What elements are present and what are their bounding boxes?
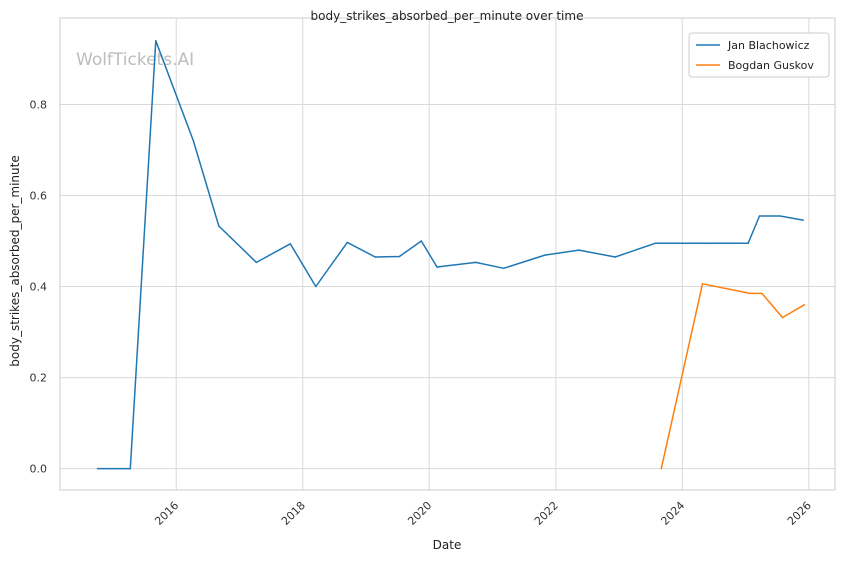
data-point <box>654 242 656 245</box>
legend-label: Bogdan Guskov <box>728 59 814 72</box>
x-axis-label: Date <box>433 538 462 552</box>
data-point <box>155 40 157 42</box>
data-point <box>544 254 546 256</box>
data-point <box>436 266 438 268</box>
y-tick-label: 0.8 <box>30 98 48 111</box>
series-lines <box>96 40 806 470</box>
data-point <box>761 292 763 295</box>
data-point <box>289 243 292 245</box>
data-point <box>374 256 376 258</box>
legend-box <box>688 32 830 78</box>
chart-title: body_strikes_absorbed_per_minute over ti… <box>311 9 584 23</box>
data-point <box>420 240 423 242</box>
y-tick-label: 0.2 <box>30 372 48 385</box>
y-tick-label: 0.0 <box>30 463 48 476</box>
legend-items: Jan Blachowicz Bogdan Guskov <box>696 39 814 72</box>
legend: Jan Blachowicz Bogdan Guskov <box>688 32 830 78</box>
data-point <box>502 267 505 270</box>
y-axis-label: body_strikes_absorbed_per_minute <box>8 155 22 366</box>
data-point <box>398 255 401 258</box>
data-point <box>802 219 804 221</box>
data-point <box>701 283 704 285</box>
watermark: WolfTickets.AI <box>76 50 194 70</box>
data-point <box>255 261 258 264</box>
data-point <box>578 249 580 251</box>
data-point <box>96 467 99 470</box>
y-tick-label: 0.6 <box>30 190 48 203</box>
data-point <box>192 140 195 142</box>
plot-frame <box>59 17 836 491</box>
data-point <box>614 256 616 258</box>
data-point <box>779 215 781 217</box>
data-point <box>475 261 477 264</box>
data-point <box>218 225 220 227</box>
y-tick-label: 0.4 <box>30 281 48 294</box>
data-point <box>660 467 663 470</box>
data-point <box>758 215 761 217</box>
data-point <box>747 242 749 245</box>
data-point <box>129 467 132 470</box>
data-point <box>749 292 751 295</box>
legend-label: Jan Blachowicz <box>727 39 810 52</box>
data-point <box>707 242 710 245</box>
data-point <box>346 241 349 244</box>
series-line-0 <box>97 40 804 470</box>
data-point <box>803 304 806 306</box>
series-line-1 <box>660 283 805 469</box>
data-point <box>781 316 784 319</box>
y-tick-labels: 0.0 0.2 0.4 0.6 0.8 <box>30 98 48 475</box>
data-point <box>315 285 317 288</box>
